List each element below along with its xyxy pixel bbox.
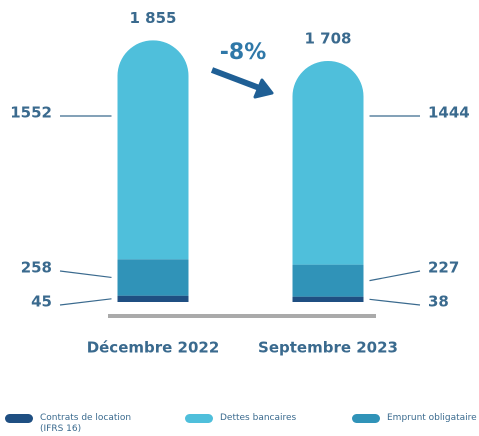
bar-segment [117,40,189,260]
annotation: -8% [220,40,266,65]
leader-line [369,298,421,306]
bar-segment [292,264,364,297]
legend-item: Dettes bancaires [185,413,320,424]
legend-item: Emprunt obligataire [352,413,479,424]
total-label: 1 855 [130,9,177,27]
category-label: Décembre 2022 [87,339,220,357]
legend-label: Contrats de location (IFRS 16) [40,413,132,434]
legend-label: Dettes bancaires [220,413,297,423]
bar-segment [117,259,189,296]
leader-line [59,298,112,306]
legend-item: Contrats de location (IFRS 16) [5,413,140,435]
legend-label: Emprunt obligataire [387,413,477,423]
legend-swatch [185,414,213,423]
value-label: 38 [428,293,449,311]
bar-segment [292,296,364,302]
total-label: 1 708 [305,30,352,48]
bar-segment [117,295,189,302]
value-label: 227 [428,259,459,277]
legend-swatch [5,414,33,423]
value-label: 1444 [428,104,470,122]
value-label: 1552 [10,104,52,122]
arrow-head [253,78,274,99]
leader-line [59,270,112,279]
legend-swatch [352,414,380,423]
category-label: Septembre 2023 [258,339,398,357]
leader-line [369,270,421,282]
value-label: 45 [31,293,52,311]
bar-segment [292,60,364,265]
plot: 45 258 1552 1 855 Décembre 2022 38 227 1444 1 70… [10,9,470,357]
arrow [210,67,264,92]
value-label: 258 [21,259,52,277]
